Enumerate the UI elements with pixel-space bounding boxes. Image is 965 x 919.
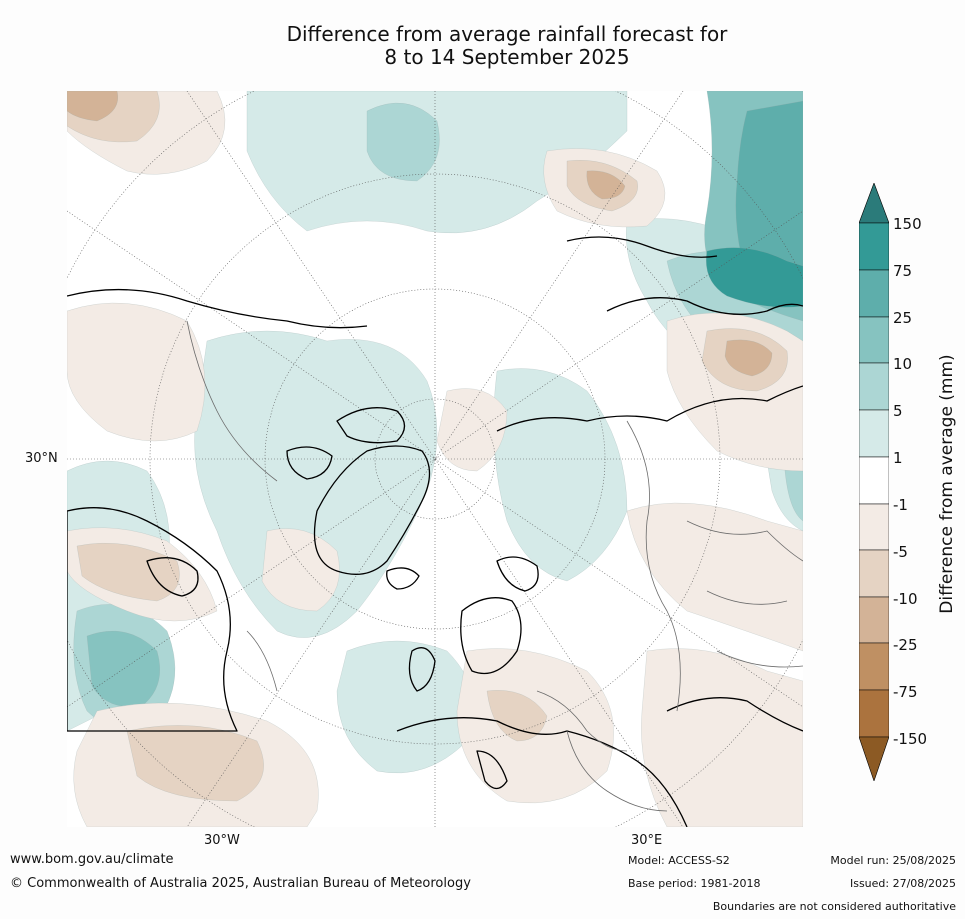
graticule	[67, 91, 803, 827]
colorbar-tick: 10	[893, 355, 913, 373]
colorbar-swatch	[859, 596, 889, 644]
colorbar-title: Difference from average (mm)	[937, 354, 957, 614]
rainfall-anomaly-map	[67, 91, 803, 827]
colorbar-tick: -10	[893, 590, 918, 608]
colorbar-tick: -150	[893, 730, 928, 748]
footer-disclaimer: Boundaries are not considered authoritat…	[712, 900, 956, 913]
country-boundaries	[186, 320, 803, 812]
footer-model-run: Model run: 25/08/2025	[830, 854, 956, 867]
colorbar	[859, 183, 889, 781]
map-title-line2: 8 to 14 September 2025	[384, 45, 630, 69]
siberia-coast	[496, 385, 803, 432]
scandinavia-coast	[460, 597, 522, 675]
map-title-line1: Difference from average rainfall forecas…	[286, 22, 728, 46]
footer-model: Model: ACCESS-S2	[628, 854, 730, 867]
colorbar-swatch	[859, 549, 889, 598]
north-america-coast	[67, 507, 238, 732]
footer-base-period: Base period: 1981-2018	[628, 877, 761, 890]
colorbar-tick: 25	[893, 309, 913, 327]
colorbar-swatch	[859, 642, 889, 691]
colorbar-tick: -25	[893, 636, 918, 654]
uk-coast	[408, 647, 436, 692]
lon-30e-label: 30°E	[631, 833, 663, 848]
colorbar-swatch	[859, 503, 889, 551]
anomaly-shading	[67, 91, 803, 827]
iceland-coast	[386, 567, 420, 590]
colorbar-swatch	[859, 222, 889, 271]
footer-url[interactable]: www.bom.gov.au/climate	[10, 852, 174, 867]
colorbar-tick: -1	[893, 496, 908, 514]
colorbar-tick: 5	[893, 402, 903, 420]
lon-30w-label: 30°W	[204, 833, 240, 848]
colorbar-extend-top	[859, 183, 889, 224]
colorbar-extend-bottom	[859, 736, 889, 781]
footer-issued: Issued: 27/08/2025	[849, 877, 956, 890]
colorbar-swatch	[859, 456, 889, 505]
colorbar-swatch	[859, 409, 889, 458]
colorbar-tick: -5	[893, 543, 908, 561]
colorbar-tick: -75	[893, 683, 918, 701]
colorbar-swatch	[859, 689, 889, 738]
colorbar-swatch	[859, 269, 889, 318]
colorbar-tick: 150	[893, 215, 922, 233]
colorbar-swatch	[859, 316, 889, 364]
colorbar-tick: 1	[893, 449, 903, 467]
colorbar-swatch	[859, 362, 889, 411]
colorbar-tick: 75	[893, 262, 913, 280]
footer-copyright: © Commonwealth of Australia 2025, Austra…	[10, 876, 471, 891]
coastlines	[67, 236, 803, 827]
greenland-coast	[313, 445, 431, 575]
lat-30n-label: 30°N	[25, 451, 58, 466]
